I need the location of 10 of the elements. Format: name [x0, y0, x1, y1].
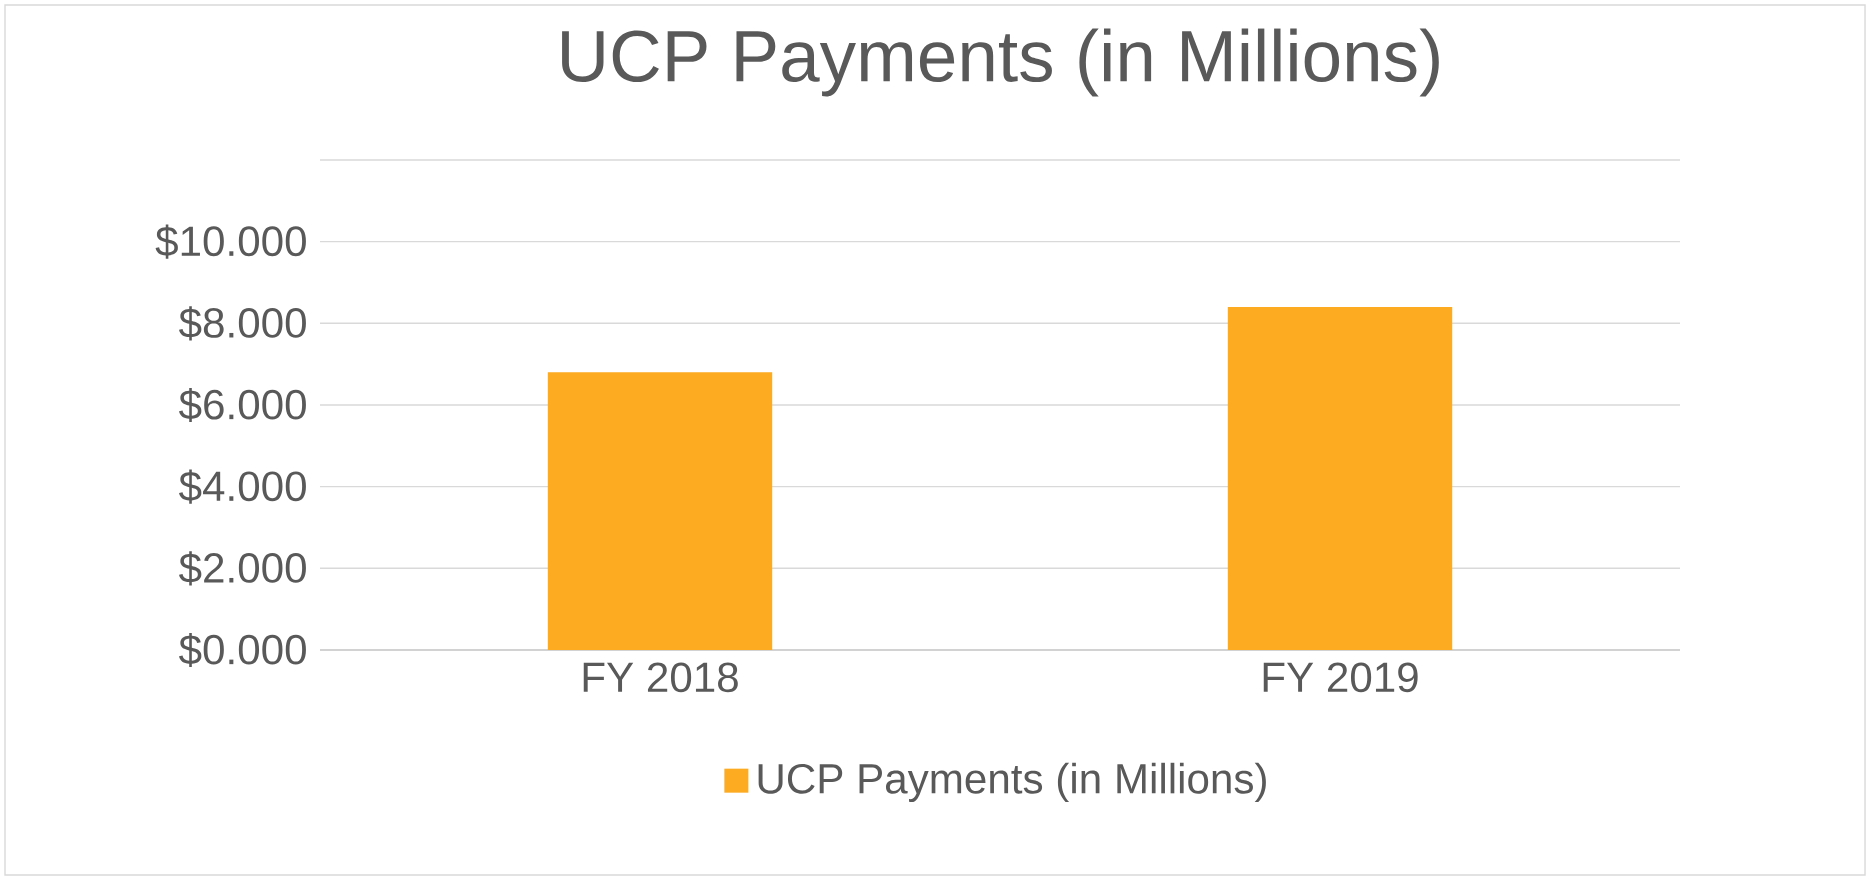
y-tick-label: $6.000: [179, 387, 306, 423]
legend-label: UCP Payments (in Millions): [758, 762, 1266, 803]
y-tick-label: $0.000: [179, 632, 306, 668]
y-tick-label: $8.000: [179, 306, 306, 341]
y-tick-label: $4.000: [179, 469, 306, 504]
y-tick-label: $10.000: [155, 224, 306, 259]
x-tick-label: FY 2018: [583, 662, 738, 693]
x-tick-label: FY 2019: [1263, 662, 1418, 693]
y-tick-label: $2.000: [179, 551, 306, 586]
chart-title: UCP Payments (in Millions): [562, 28, 1439, 97]
